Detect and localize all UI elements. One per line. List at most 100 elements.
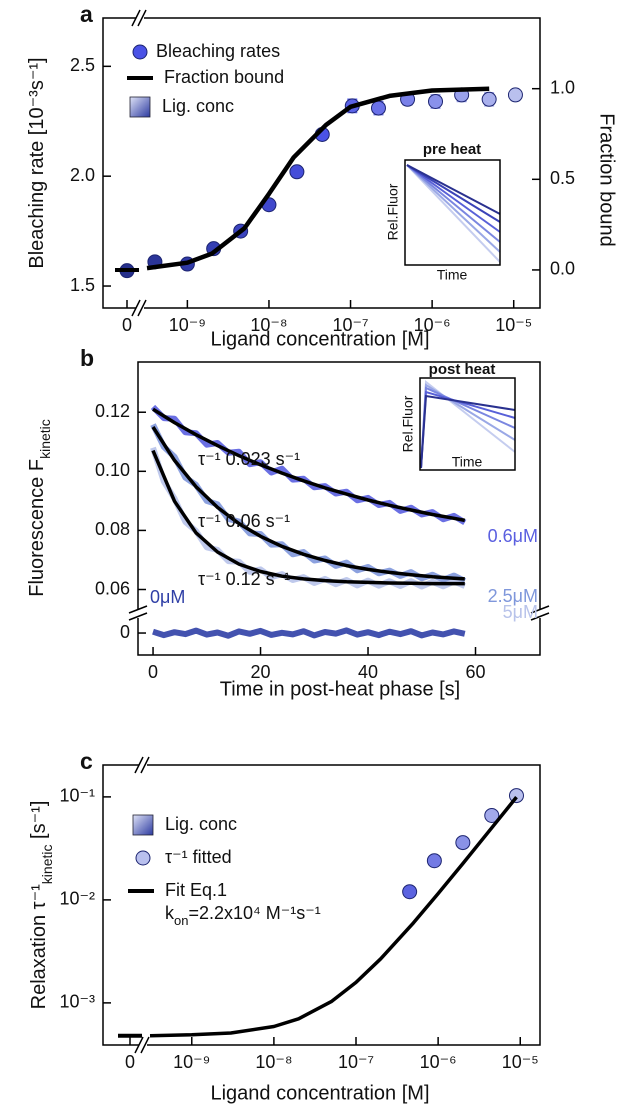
x-tick-label: 10⁻⁸ xyxy=(255,1052,292,1072)
panel-label: a xyxy=(80,1,93,27)
y-tick-label: 0.06 xyxy=(95,578,130,598)
inset-title: post heat xyxy=(429,361,496,378)
annotation: τ⁻¹ 0.12 s⁻¹ xyxy=(198,569,290,589)
y2-tick-label: 0.5 xyxy=(550,168,575,188)
axis-break xyxy=(536,610,544,618)
axis-break xyxy=(131,9,141,27)
series-label: 5μM xyxy=(503,602,538,622)
data-point xyxy=(402,884,418,900)
axis-break xyxy=(134,610,142,618)
legend-colorbar xyxy=(132,814,154,836)
y-tick-label: 1.5 xyxy=(70,275,95,295)
inset-x-label: Time xyxy=(437,267,468,283)
series-label: 0.6μM xyxy=(488,526,538,546)
x-tick-label: 10⁻⁹ xyxy=(173,1052,210,1072)
y-axis-label-part: [s⁻¹] xyxy=(28,801,50,845)
y-tick-label: 2.0 xyxy=(70,165,95,185)
y2-axis-label: Fraction bound xyxy=(596,113,618,246)
y2-tick-label: 1.0 xyxy=(550,77,575,97)
axis-break xyxy=(139,1041,147,1049)
y-axis-label-part: kinetic xyxy=(39,845,55,885)
inset-title: pre heat xyxy=(423,141,481,158)
annotation: τ⁻¹ 0.06 s⁻¹ xyxy=(198,511,290,531)
legend-marker xyxy=(132,44,148,60)
fit-line xyxy=(151,426,465,581)
y-tick-label: 10⁻¹ xyxy=(59,786,95,806)
legend-label: Lig. conc xyxy=(162,96,234,116)
inset-b-frame xyxy=(419,377,516,471)
legend-colorbar xyxy=(129,96,151,118)
x-tick-label: 10⁻⁸ xyxy=(250,315,287,335)
annotation-part: on xyxy=(174,913,188,928)
axis-break xyxy=(136,304,144,312)
inset-y-label: Rel.Fluor xyxy=(385,183,401,240)
plot-frame xyxy=(137,361,541,656)
legend-marker xyxy=(135,850,151,866)
x-tick-label: 0 xyxy=(148,662,158,682)
y2-tick-label: 0.0 xyxy=(550,259,575,279)
y-tick-label: 10⁻³ xyxy=(59,992,95,1012)
data-point xyxy=(370,100,386,116)
y-axis-label-part: Relaxation τ⁻¹ xyxy=(28,884,50,1010)
x-tick-label: 40 xyxy=(358,662,378,682)
x-tick-label: 10⁻⁶ xyxy=(414,315,451,335)
axis-break xyxy=(140,756,150,774)
axis-break xyxy=(128,612,148,621)
y-tick-label: 10⁻² xyxy=(59,889,95,909)
axis-break xyxy=(131,299,141,317)
inset-a-frame xyxy=(404,159,501,266)
panel-label: c xyxy=(80,748,93,774)
inset-x-label: Time xyxy=(452,454,483,470)
y-tick-label: 0.08 xyxy=(95,519,130,539)
x-tick-label: 10⁻⁷ xyxy=(338,1052,374,1072)
series-label: 2.5μM xyxy=(488,586,538,606)
y-tick-label: 0.12 xyxy=(95,401,130,421)
axis-break xyxy=(140,1036,150,1054)
y-tick-label: 2.5 xyxy=(70,55,95,75)
x-tick-label: 10⁻⁷ xyxy=(333,315,369,335)
fit-line xyxy=(152,407,466,523)
axis-break xyxy=(139,761,147,769)
x-tick-label: 10⁻⁵ xyxy=(502,1052,539,1072)
data-point xyxy=(481,91,497,107)
data-point xyxy=(484,807,500,823)
inset-b-traces xyxy=(420,380,516,469)
axis-break xyxy=(530,612,550,621)
legend-label: Bleaching rates xyxy=(156,41,280,61)
x-axis-label: Ligand concentration [M] xyxy=(210,328,429,350)
data-point xyxy=(455,835,471,851)
x-tick-label: 10⁻⁶ xyxy=(420,1052,457,1072)
y-axis-label-part: Bleaching rate [10⁻³s⁻¹] xyxy=(26,57,48,268)
inset-y-label: Rel.Fluor xyxy=(400,395,416,452)
axis-break xyxy=(530,605,550,614)
x-axis-label: Time in post-heat phase [s] xyxy=(220,678,461,700)
axis-break xyxy=(128,605,148,614)
y-axis-label-part: kinetic xyxy=(37,419,53,459)
panel-label: b xyxy=(80,345,94,371)
y-axis-label: Relaxation τ⁻¹kinetic [s⁻¹] xyxy=(28,801,54,1010)
axis-break xyxy=(134,1036,144,1054)
x-tick-label: 0 xyxy=(125,1052,135,1072)
x-tick-label: 0 xyxy=(122,315,132,335)
data-point xyxy=(426,853,442,869)
legend-label: Fit Eq.1 xyxy=(165,880,227,900)
legend-label: Lig. conc xyxy=(165,814,237,834)
y-axis-label-part: Fluorescence F xyxy=(26,459,48,597)
plot-frame xyxy=(102,764,541,1046)
y-axis-label: Fluorescence Fkinetic xyxy=(26,419,52,597)
legend-label: Fraction bound xyxy=(164,67,284,87)
annotation: kon=2.2x10⁴ M⁻¹s⁻¹ xyxy=(165,903,321,928)
axis-break xyxy=(137,9,147,27)
y-tick-label: 0.10 xyxy=(95,460,130,480)
legend-label: τ⁻¹ fitted xyxy=(165,847,232,867)
x-tick-label: 60 xyxy=(465,662,485,682)
plot-frame xyxy=(102,17,541,309)
y-axis-label: Bleaching rate [10⁻³s⁻¹] xyxy=(26,57,48,268)
y-tick-label: 0 xyxy=(120,622,130,642)
fit-line xyxy=(151,449,465,586)
axis-break xyxy=(137,299,147,317)
x-axis-label: Ligand concentration [M] xyxy=(210,1082,429,1104)
fit-line xyxy=(146,86,490,271)
annotation-part: =2.2x10⁴ M⁻¹s⁻¹ xyxy=(188,903,320,923)
